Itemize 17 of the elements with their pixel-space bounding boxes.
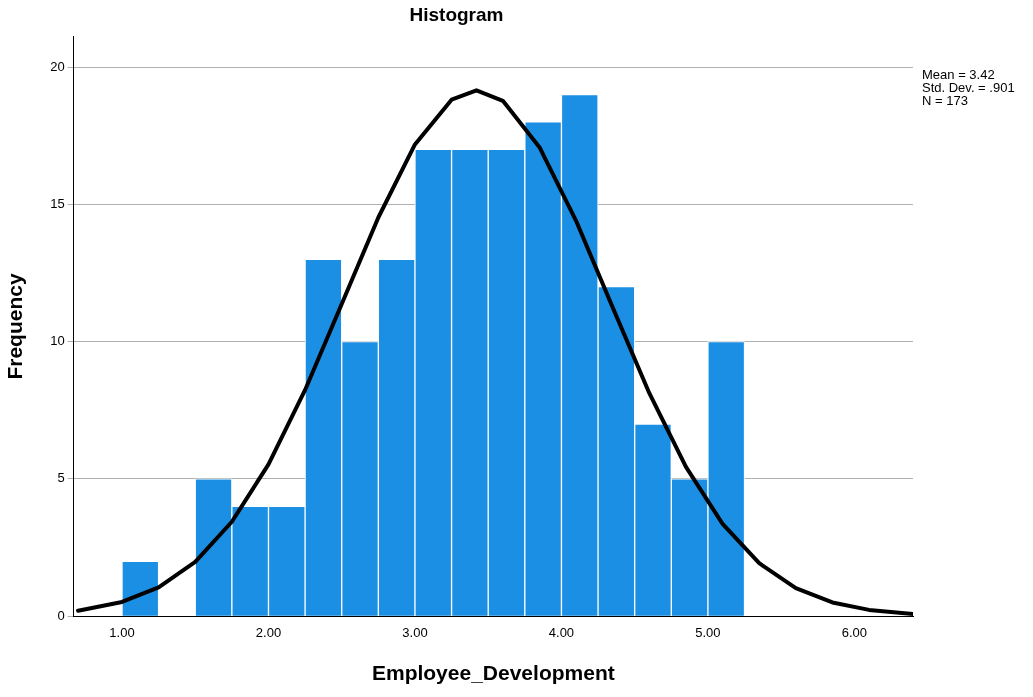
chart-title: Histogram <box>409 3 504 25</box>
x-tick-label: 1.00 <box>109 624 135 640</box>
y-tick-label: 0 <box>57 607 65 623</box>
text: N = 173 <box>922 92 968 108</box>
x-tick-label: 4.00 <box>548 624 575 640</box>
text: Std. Dev. = .901 <box>922 79 1015 95</box>
y-tick-label: 10 <box>50 333 65 349</box>
x-tick-label: 6.00 <box>841 624 868 640</box>
y-tick-label: 15 <box>50 195 65 211</box>
y-tick-label: 20 <box>50 58 65 74</box>
text: Mean = 3.42 <box>922 66 995 82</box>
y-tick-label: 5 <box>57 470 65 486</box>
x-tick-label: 3.00 <box>402 624 428 640</box>
x-tick-label: 2.00 <box>255 624 282 640</box>
x-axis-title: Employee_Development <box>371 661 615 685</box>
y-axis-title: Frequency <box>3 273 27 380</box>
x-tick-label: 5.00 <box>695 624 721 640</box>
